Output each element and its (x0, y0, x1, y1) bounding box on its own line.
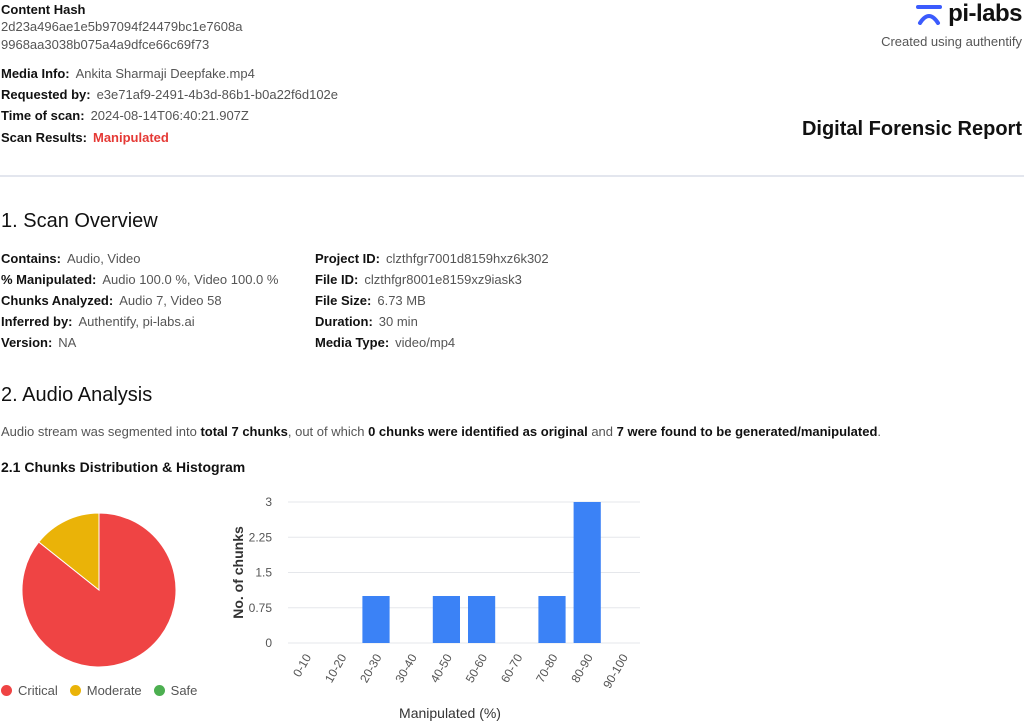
histogram-bar-70-80 (538, 596, 566, 643)
audio-analysis-title: 2. Audio Analysis (1, 384, 153, 406)
audio-summary-text: . (877, 424, 882, 439)
x-tick-label: 20-30 (357, 651, 385, 685)
chunks-distribution-title: 2.1 Chunks Distribution & Histogram (1, 459, 246, 475)
brand-name: pi-labs (948, 0, 1022, 27)
time-of-scan-row: Time of scan: 2024-08-14T06:40:21.907Z (1, 107, 249, 125)
histogram-bar-40-50 (432, 596, 460, 643)
x-tick-label: 80-90 (568, 651, 596, 685)
y-tick-label: 0 (265, 636, 272, 650)
legend-critical-label: Critical (18, 683, 58, 698)
x-tick-label: 40-50 (428, 651, 456, 685)
x-tick-label: 50-60 (463, 651, 491, 685)
overview-manipulated-row: % Manipulated: Audio 100.0 %, Video 100.0… (1, 271, 278, 289)
histogram-bar-50-60 (468, 596, 496, 643)
audio-summary-text: Audio stream was segmented into (1, 424, 201, 439)
y-tick-label: 3 (265, 495, 272, 509)
overview-right-label: Duration: (315, 314, 373, 329)
overview-version-row: Version: NA (1, 334, 76, 352)
x-tick-label: 30-40 (392, 651, 420, 685)
media-info-row: Media Info: Ankita Sharmaji Deepfake.mp4 (1, 65, 255, 83)
overview-file-id-row: File ID: clzthfgr8001e8159xz9iask3 (315, 271, 522, 289)
content-hash-line2: 9968aa3038b075a4a9dfce66c69f73 (1, 37, 210, 52)
requested-by-value: e3e71af9-2491-4b3d-86b1-b0a22f6d102e (96, 87, 339, 102)
x-tick-label: 60-70 (498, 651, 526, 685)
legend-moderate-dot (69, 685, 81, 696)
scan-results-row: Scan Results: Manipulated (1, 129, 169, 147)
overview-right-value: 30 min (378, 314, 418, 329)
overview-chunks-row: Chunks Analyzed: Audio 7, Video 58 (1, 292, 222, 310)
overview-right-value: clzthfgr8001e8159xz9iask3 (364, 272, 522, 287)
scan-results-value: Manipulated (92, 130, 169, 145)
overview-duration-row: Duration: 30 min (315, 313, 418, 331)
media-info-label: Media Info: (1, 66, 70, 81)
overview-left-label: Chunks Analyzed: (1, 293, 114, 308)
legend-critical-dot (1, 685, 12, 696)
audio-summary-manipulated: 7 were found to be generated/manipulated (616, 424, 878, 439)
overview-left-label: Contains: (1, 251, 61, 266)
legend-critical: Critical (1, 683, 58, 698)
x-tick-label: 70-80 (533, 651, 561, 685)
pi-labs-logo-icon (916, 5, 943, 25)
x-tick-label: 10-20 (322, 651, 350, 685)
overview-left-label: % Manipulated: (1, 272, 97, 287)
scan-results-label: Scan Results: (1, 130, 87, 145)
overview-contains-row: Contains: Audio, Video (1, 250, 140, 268)
overview-left-label: Version: (1, 335, 53, 350)
overview-right-label: Project ID: (315, 251, 381, 266)
overview-left-label: Inferred by: (1, 314, 73, 329)
overview-left-value: Audio, Video (66, 251, 141, 266)
pie-chart (21, 512, 177, 668)
histogram-bar-20-30 (362, 596, 390, 643)
y-axis-label: No. of chunks (230, 526, 246, 619)
scan-overview-title: 1. Scan Overview (1, 210, 158, 232)
y-tick-label: 0.75 (249, 601, 273, 615)
requested-by-row: Requested by: e3e71af9-2491-4b3d-86b1-b0a… (1, 86, 338, 104)
content-hash-line1: 2d23a496ae1e5b97094f24479bc1e7608a (1, 19, 243, 34)
time-of-scan-label: Time of scan: (1, 108, 85, 123)
time-of-scan-value: 2024-08-14T06:40:21.907Z (90, 108, 249, 123)
overview-right-value: clzthfgr7001d8159hxz6k302 (386, 251, 549, 266)
overview-right-label: Media Type: (315, 335, 390, 350)
legend-safe: Safe (153, 683, 198, 698)
media-info-value: Ankita Sharmaji Deepfake.mp4 (75, 66, 255, 81)
x-axis-label: Manipulated (%) (399, 705, 501, 721)
x-tick-label: 90-100 (600, 651, 631, 691)
audio-summary-text: and (587, 424, 617, 439)
x-tick-label: 0-10 (290, 651, 314, 679)
histogram-bar-80-90 (573, 502, 601, 643)
pie-slice-moderate (38, 512, 100, 592)
overview-right-value: video/mp4 (395, 335, 456, 350)
y-tick-label: 1.5 (255, 566, 272, 580)
audio-summary-original: 0 chunks were identified as original (368, 424, 588, 439)
overview-left-value: Audio 7, Video 58 (119, 293, 222, 308)
legend-moderate: Moderate (69, 683, 142, 698)
overview-right-value: 6.73 MB (377, 293, 426, 308)
created-using-text: Created using authentify (881, 34, 1022, 49)
requested-by-label: Requested by: (1, 87, 91, 102)
overview-left-value: NA (58, 335, 77, 350)
legend-moderate-label: Moderate (86, 683, 142, 698)
header-divider (0, 175, 1024, 177)
pie-legend: Critical Moderate Safe (1, 683, 209, 698)
overview-right-label: File ID: (315, 272, 359, 287)
overview-project-id-row: Project ID: clzthfgr7001d8159hxz6k302 (315, 250, 549, 268)
audio-summary-total: total 7 chunks (200, 424, 288, 439)
report-title: Digital Forensic Report (801, 118, 1022, 140)
overview-left-value: Authentify, pi-labs.ai (78, 314, 195, 329)
histogram-chart: 0 0.75 1.5 2.25 3 0-10 10-20 20-30 30-40 40-50 50-… (230, 495, 640, 721)
overview-right-label: File Size: (315, 293, 372, 308)
overview-file-size-row: File Size: 6.73 MB (315, 292, 426, 310)
y-tick-label: 2.25 (249, 530, 273, 544)
content-hash-label: Content Hash (1, 2, 86, 17)
audio-summary-text: , out of which (287, 424, 369, 439)
overview-left-value: Audio 100.0 %, Video 100.0 % (102, 272, 279, 287)
brand-logo: pi-labs (916, 0, 1022, 28)
overview-inferred-row: Inferred by: Authentify, pi-labs.ai (1, 313, 195, 331)
overview-media-type-row: Media Type: video/mp4 (315, 334, 455, 352)
legend-safe-dot (153, 685, 165, 696)
audio-summary-paragraph: Audio stream was segmented into total 7 … (1, 424, 881, 439)
legend-safe-label: Safe (170, 683, 198, 698)
